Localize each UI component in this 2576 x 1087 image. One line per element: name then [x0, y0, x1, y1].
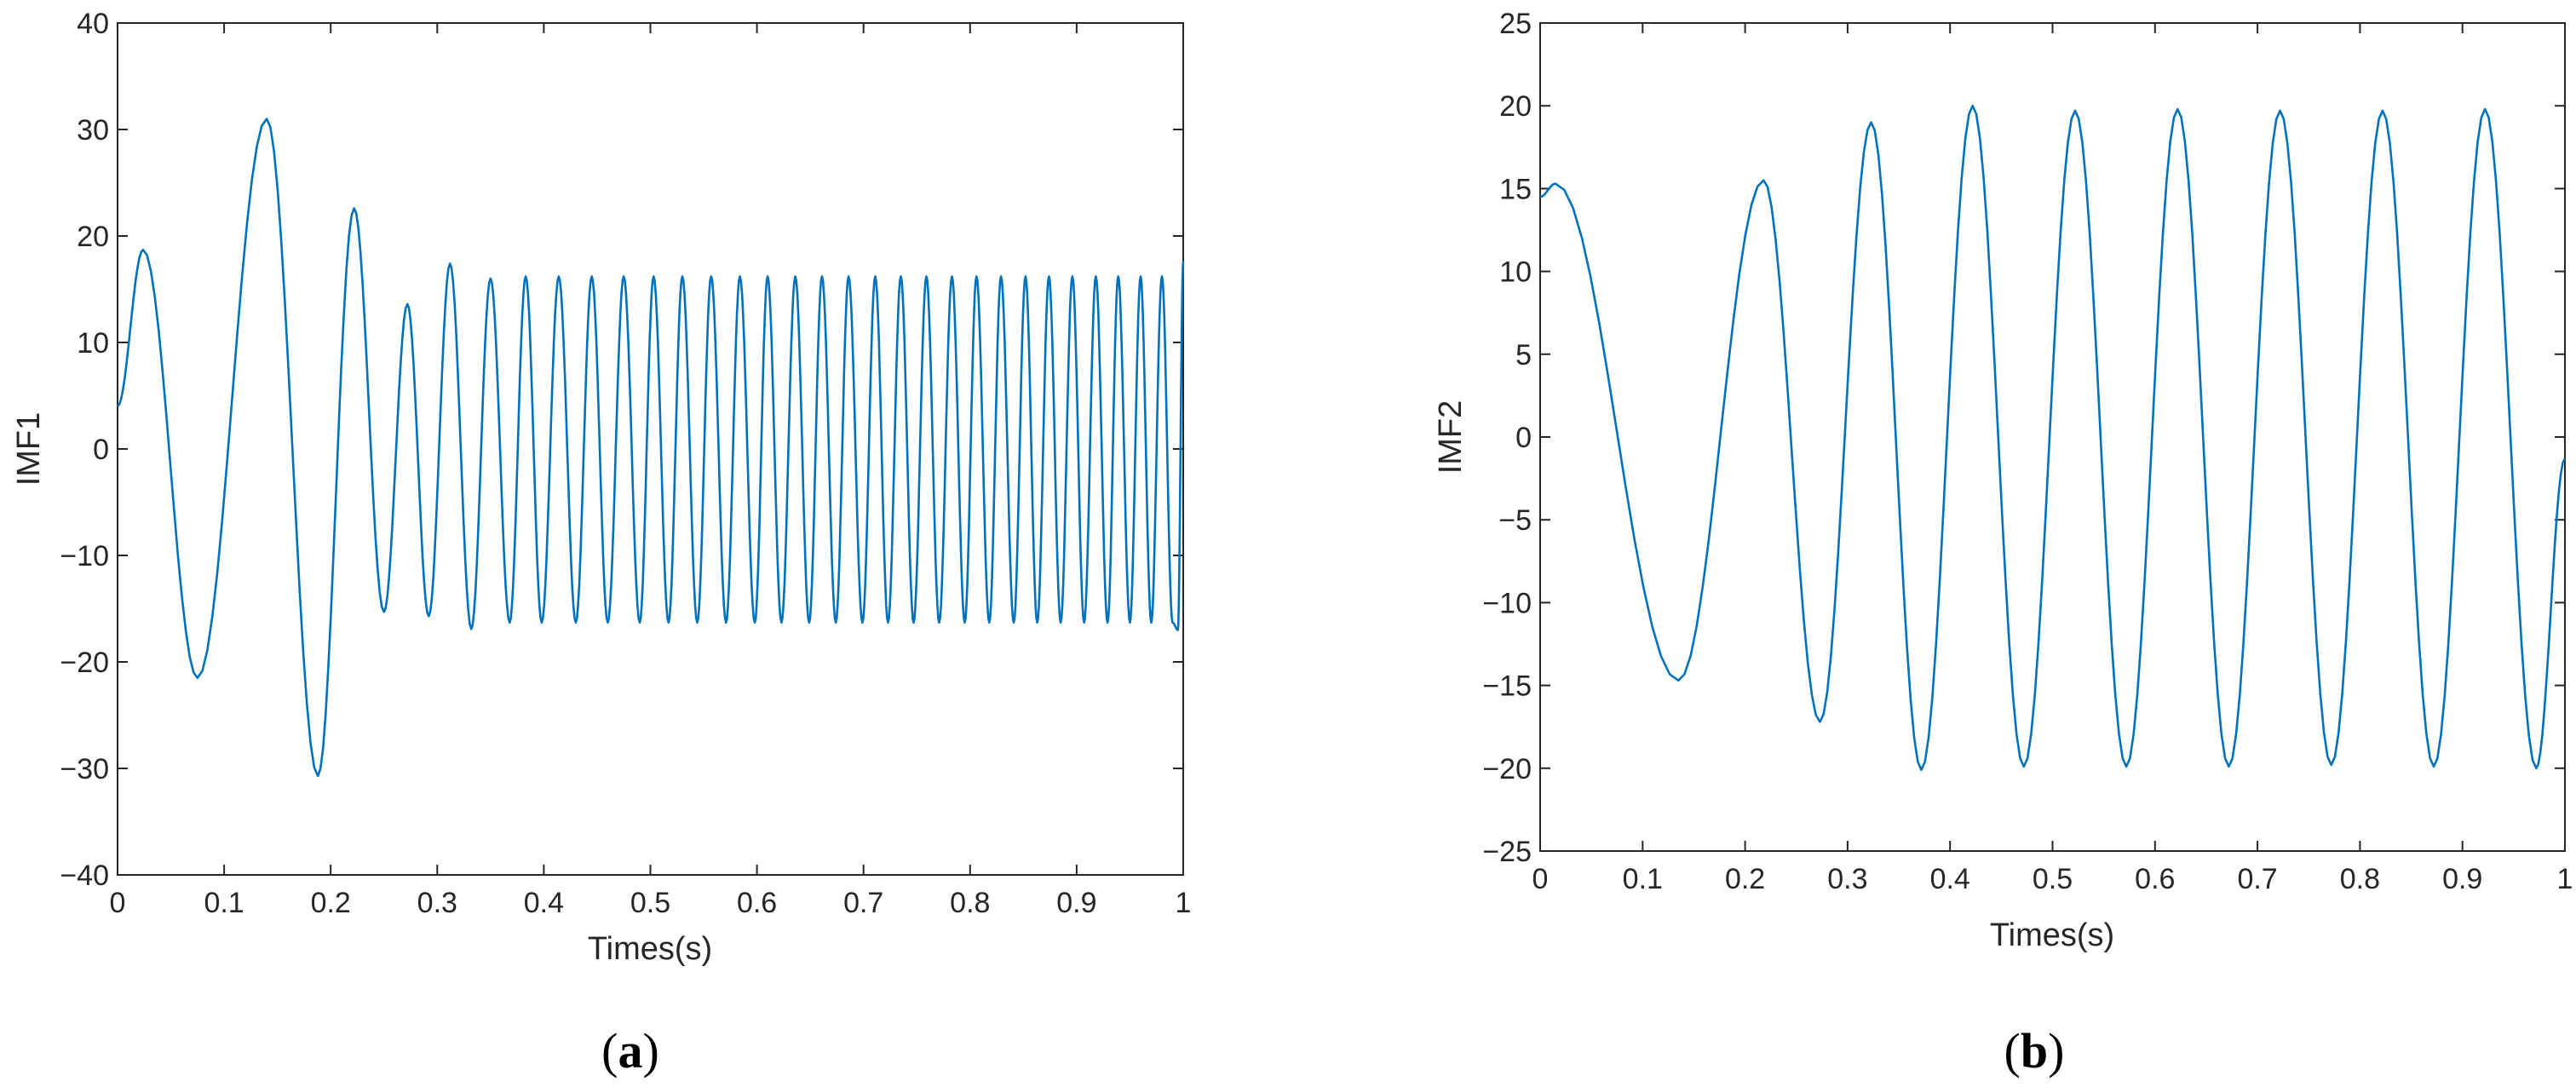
x-tick-label: 0.6 — [737, 887, 777, 919]
panel-label-a: (a) — [601, 1023, 659, 1078]
y-tick-label: 20 — [1499, 90, 1532, 123]
x-tick-label: 0.1 — [204, 887, 244, 919]
y-tick-label: −40 — [60, 860, 109, 892]
x-tick-label: 1 — [2557, 863, 2573, 895]
x-ticks-a: 0 0.1 0.2 0.3 0.4 0.5 0.6 0.7 0.8 0.9 1 — [110, 23, 1192, 919]
y-tick-label: −20 — [60, 647, 109, 679]
chart-panel-b: −25 −20 −15 −10 −5 0 5 10 15 20 25 0 0.1 0.2 0.3 0.4 0.… — [1433, 8, 2573, 1078]
x-tick-label: 0.7 — [843, 887, 883, 919]
y-tick-label: 5 — [1515, 339, 1532, 371]
y-tick-label: 10 — [77, 327, 109, 359]
y-tick-label: 0 — [1515, 422, 1532, 454]
y-tick-label: 40 — [77, 8, 109, 40]
axes-frame-a — [117, 22, 1184, 876]
x-tick-label: 0.1 — [1623, 863, 1663, 895]
x-tick-label: 0.6 — [2135, 863, 2175, 895]
x-tick-label: 0.3 — [417, 887, 457, 919]
series-line-imf1 — [117, 118, 1185, 778]
x-tick-label: 0.9 — [2442, 863, 2482, 895]
x-tick-label: 0.5 — [2033, 863, 2073, 895]
y-tick-label: −15 — [1482, 670, 1532, 703]
y-tick-label: 25 — [1499, 8, 1532, 40]
y-axis-title-b: IMF2 — [1433, 400, 1469, 474]
x-tick-label: 0 — [110, 887, 126, 919]
x-tick-label: 0.4 — [524, 887, 564, 919]
y-tick-label: 15 — [1499, 173, 1532, 205]
y-tick-label: −10 — [60, 540, 109, 572]
x-axis-title-b: Times(s) — [1990, 917, 2114, 953]
y-axis-title-a: IMF1 — [11, 412, 47, 486]
y-tick-label: 30 — [77, 114, 109, 147]
series-line-imf2 — [1539, 104, 2567, 771]
y-ticks-a: −40 −30 −20 −10 0 10 20 30 40 — [60, 8, 1183, 892]
y-ticks-b: −25 −20 −15 −10 −5 0 5 10 15 20 25 — [1482, 8, 2565, 868]
y-tick-label: 10 — [1499, 256, 1532, 289]
x-axis-title-a: Times(s) — [588, 931, 712, 967]
x-tick-label: 0.4 — [1930, 863, 1970, 895]
y-tick-label: −20 — [1482, 753, 1532, 785]
x-tick-label: 0.8 — [2340, 863, 2380, 895]
panel-label-b-letter: b — [2021, 1023, 2048, 1078]
x-ticks-b: 0 0.1 0.2 0.3 0.4 0.5 0.6 0.7 0.8 0.9 1 — [1532, 23, 2573, 895]
y-tick-label: −30 — [60, 753, 109, 785]
y-tick-label: 0 — [93, 434, 109, 466]
x-tick-label: 0.8 — [950, 887, 990, 919]
axes-frame-b — [1539, 22, 2566, 852]
x-tick-label: 0.5 — [630, 887, 670, 919]
x-tick-label: 0.3 — [1827, 863, 1867, 895]
panel-label-a-letter: a — [618, 1023, 643, 1078]
chart-panel-a: −40 −30 −20 −10 0 10 20 30 40 0 0.1 0.2 0.3 0.4 0.5 0.… — [11, 8, 1191, 1078]
y-tick-label: 20 — [77, 221, 109, 253]
panel-label-b: (b) — [2004, 1023, 2065, 1078]
y-tick-label: −5 — [1498, 504, 1532, 537]
y-tick-label: −10 — [1482, 587, 1532, 619]
x-tick-label: 0.2 — [1725, 863, 1765, 895]
x-tick-label: 1 — [1176, 887, 1192, 919]
x-tick-label: 0.7 — [2237, 863, 2277, 895]
x-tick-label: 0 — [1532, 863, 1549, 895]
y-tick-label: −25 — [1482, 836, 1532, 868]
x-tick-label: 0.9 — [1056, 887, 1096, 919]
x-tick-label: 0.2 — [311, 887, 351, 919]
